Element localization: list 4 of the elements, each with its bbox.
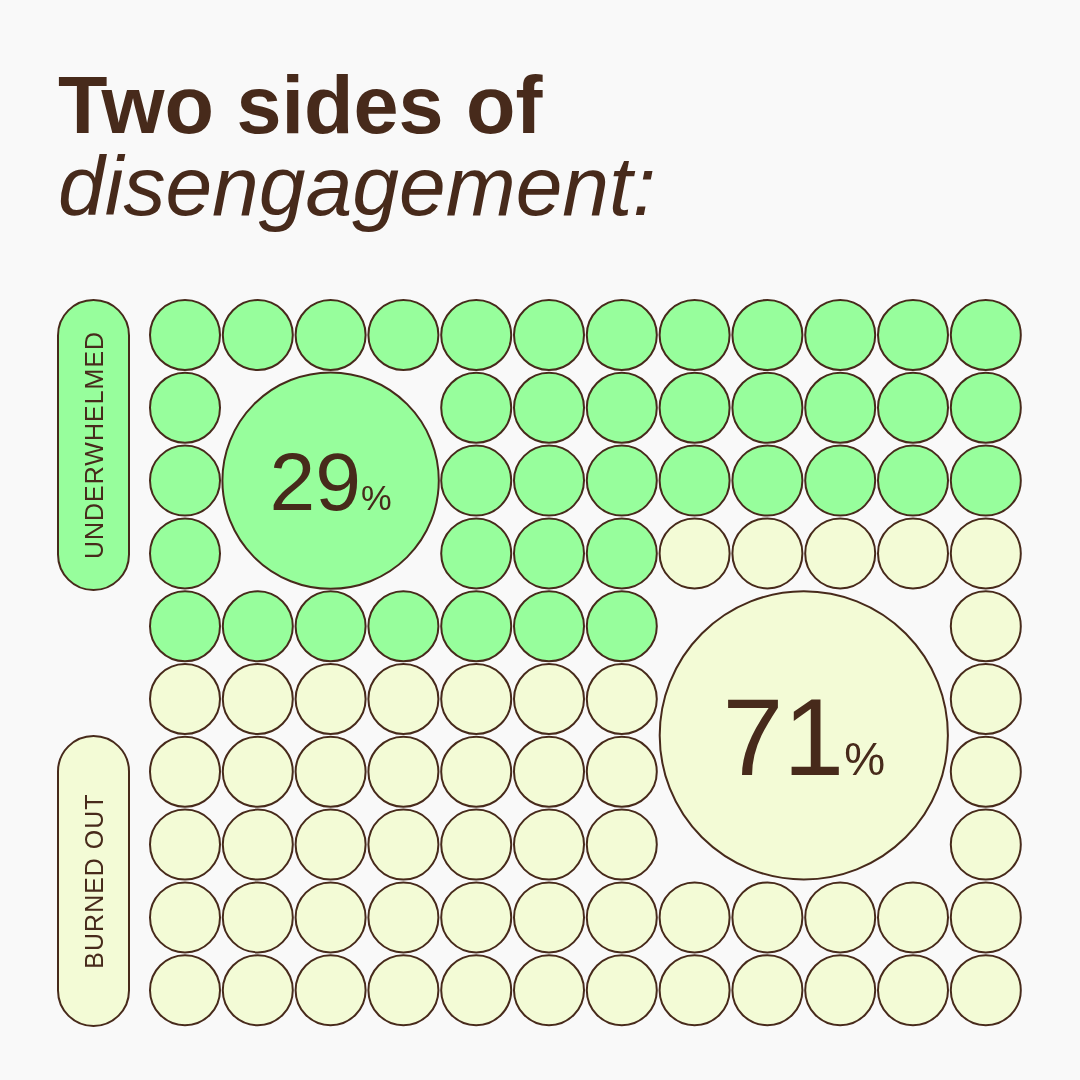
category-label: BURNED OUT: [79, 793, 108, 969]
data-label: 29%: [269, 436, 392, 528]
category-label: UNDERWHELMED: [79, 330, 108, 560]
data-label: 71%: [722, 675, 886, 798]
